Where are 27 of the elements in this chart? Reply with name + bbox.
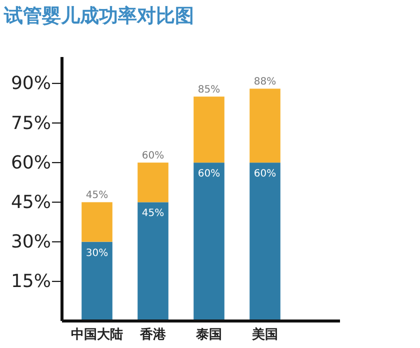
data-label: 30%: [86, 248, 108, 259]
total-label: 85%: [198, 84, 220, 96]
x-tick-label: 香港: [139, 326, 167, 342]
bar: [194, 96, 224, 163]
bar: [194, 162, 224, 321]
bar: [82, 202, 112, 242]
chart-title: 试管婴儿成功率对比图: [3, 5, 194, 27]
total-label: 45%: [86, 190, 108, 202]
x-tick-label: 美国: [251, 326, 278, 342]
y-tick-label: 90%: [10, 73, 51, 94]
x-tick-label: 泰国: [195, 327, 222, 342]
y-tick-label: 15%: [10, 271, 51, 292]
data-label: 60%: [198, 168, 220, 180]
bar: [250, 88, 280, 163]
y-tick-label: 75%: [10, 112, 51, 134]
y-tick-label: 60%: [10, 152, 51, 174]
y-tick-label: 30%: [10, 232, 51, 253]
y-tick-label: 45%: [10, 192, 51, 213]
bar: [250, 162, 280, 321]
total-label: 88%: [254, 76, 276, 88]
bar: [138, 162, 168, 202]
bar: [138, 202, 168, 321]
data-label: 45%: [142, 208, 164, 220]
bar: [82, 242, 112, 321]
data-label: 60%: [254, 168, 276, 180]
total-label: 60%: [142, 150, 164, 162]
x-tick-label: 中国大陆: [71, 327, 123, 342]
